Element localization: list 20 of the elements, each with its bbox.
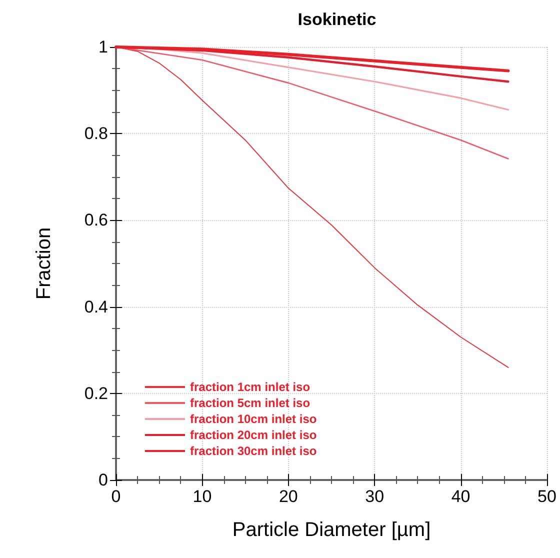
y-tick-label: 0 (98, 470, 108, 490)
legend-label: fraction 30cm inlet iso (190, 444, 317, 458)
x-tick-label: 50 (538, 487, 556, 506)
legend-label: fraction 10cm inlet iso (190, 412, 317, 426)
legend-label: fraction 1cm inlet iso (190, 380, 310, 394)
x-axis-title: Particle Diameter [µm] (232, 519, 431, 541)
x-tick-label: 0 (111, 487, 121, 506)
chart-title: Isokinetic (298, 10, 376, 29)
y-tick-label: 0.8 (84, 124, 108, 144)
x-tick-label: 40 (451, 487, 470, 506)
y-axis-title: Fraction (33, 227, 55, 300)
legend-label: fraction 5cm inlet iso (190, 396, 310, 410)
x-tick-label: 10 (192, 487, 212, 506)
y-tick-label: 0.2 (84, 384, 108, 403)
legend-label: fraction 20cm inlet iso (190, 428, 317, 442)
y-tick-label: 1 (98, 38, 108, 56)
x-tick-label: 20 (278, 487, 298, 506)
y-tick-label: 0.4 (84, 297, 108, 316)
y-tick-label: 0.6 (84, 210, 108, 230)
x-tick-label: 30 (365, 487, 384, 506)
